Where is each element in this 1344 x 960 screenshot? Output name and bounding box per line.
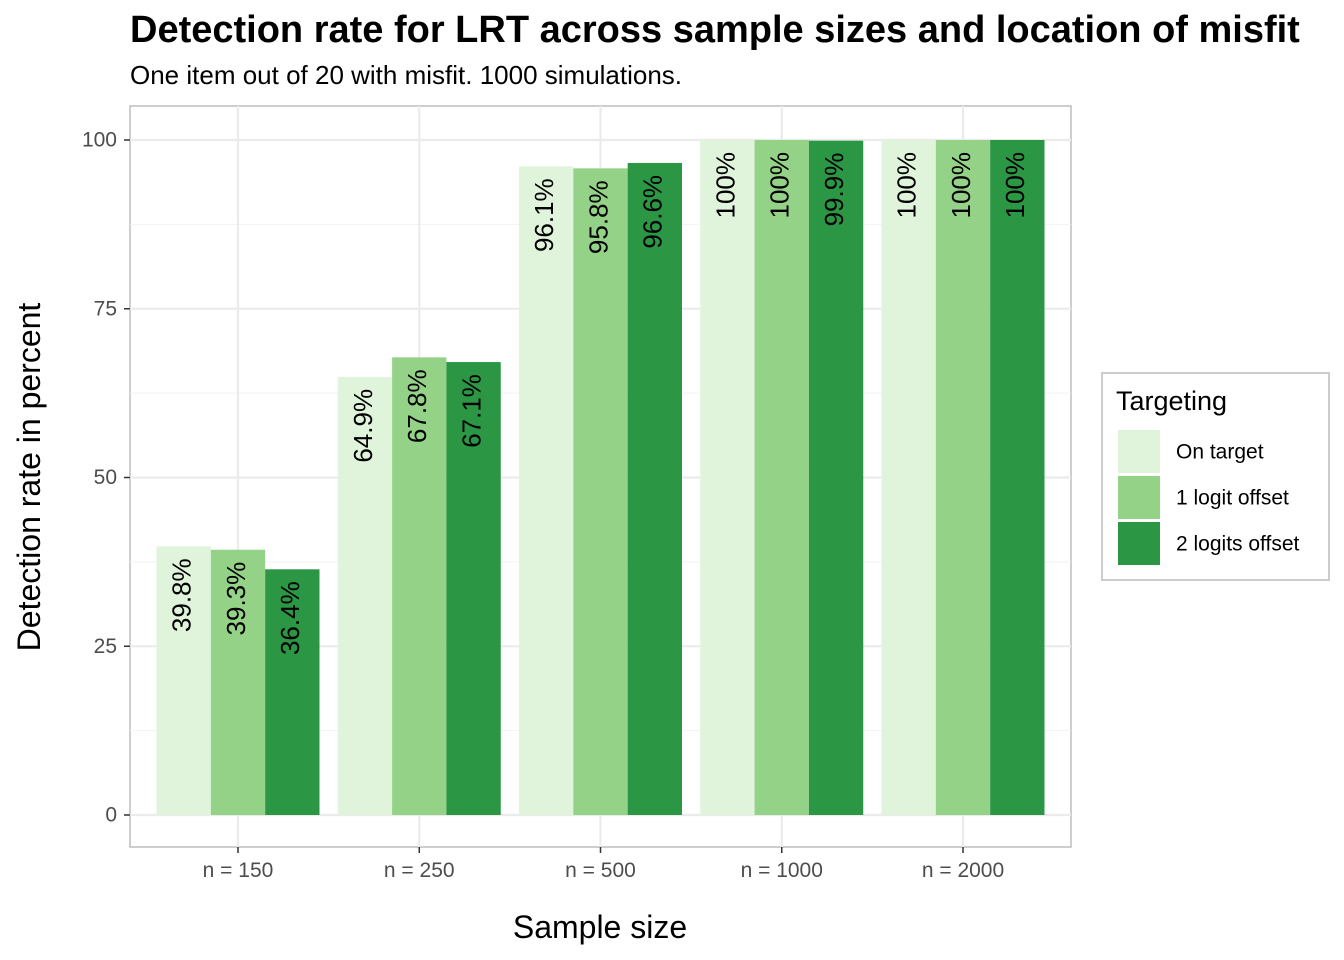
- x-axis-ticks: n = 150 n = 250 n = 500 n = 1000 n = 2000: [203, 847, 1004, 882]
- bar: [446, 362, 501, 815]
- bar: [337, 376, 393, 815]
- bar: [519, 166, 574, 815]
- legend-key: [1118, 430, 1160, 473]
- bar-data-label: 99.9%: [819, 153, 849, 227]
- chart-title: Detection rate for LRT across sample siz…: [130, 9, 1300, 51]
- bar-data-label: 64.9%: [348, 389, 378, 463]
- bar-data-label: 39.8%: [167, 558, 197, 632]
- bar: [627, 162, 682, 815]
- bar: [754, 140, 809, 815]
- bars: [156, 140, 1045, 816]
- chart-subtitle: One item out of 20 with misfit. 1000 sim…: [130, 60, 682, 90]
- bar-data-label: 100%: [710, 152, 740, 219]
- x-tick-label: n = 1000: [741, 859, 823, 882]
- x-axis-title: Sample size: [513, 909, 687, 945]
- bar: [210, 549, 266, 815]
- legend-title: Targeting: [1116, 386, 1227, 416]
- bar-data-label: 100%: [892, 152, 922, 219]
- bar: [700, 140, 755, 815]
- legend-label: 1 logit offset: [1176, 487, 1289, 510]
- legend-label: On target: [1176, 441, 1264, 464]
- bar-data-label: 95.8%: [583, 180, 613, 254]
- bar-data-label: 96.1%: [529, 178, 559, 252]
- y-tick-label: 25: [94, 635, 117, 658]
- x-tick-label: n = 2000: [922, 859, 1004, 882]
- bar-data-label: 96.6%: [638, 175, 668, 249]
- y-tick-label: 75: [94, 297, 117, 320]
- bar: [881, 140, 936, 815]
- y-tick-label: 50: [94, 466, 117, 489]
- legend-label: 2 logits offset: [1176, 533, 1300, 556]
- legend-items: On target 1 logit offset 2 logits offset: [1118, 430, 1300, 565]
- bar-data-label: 67.8%: [402, 369, 432, 443]
- bar-data-label: 67.1%: [456, 374, 486, 448]
- bar: [392, 357, 447, 815]
- bar: [935, 140, 991, 815]
- bar: [573, 168, 628, 816]
- y-axis-ticks: 0 25 50 75 100: [82, 129, 130, 827]
- bar-data-labels: 39.8% 39.3% 36.4% 64.9% 67.8% 67.1% 96.1% 95.8%…: [167, 152, 1031, 655]
- x-tick-label: n = 150: [203, 859, 274, 882]
- x-tick-label: n = 500: [565, 859, 636, 882]
- y-tick-label: 100: [82, 129, 117, 152]
- bar-data-label: 39.3%: [221, 562, 251, 636]
- y-tick-label: 0: [105, 804, 117, 827]
- bar-data-label: 100%: [765, 152, 795, 219]
- bar-data-label: 100%: [1000, 152, 1030, 219]
- bar: [156, 546, 211, 815]
- y-axis-title: Detection rate in percent: [11, 303, 47, 652]
- bar: [990, 140, 1045, 815]
- legend-key: [1118, 522, 1160, 565]
- bar: [808, 140, 864, 816]
- legend: Targeting On target 1 logit offset 2 logit…: [1101, 372, 1330, 581]
- bar: [265, 569, 320, 815]
- bar-data-label: 100%: [946, 152, 976, 219]
- legend-key: [1118, 476, 1160, 519]
- bar-data-label: 36.4%: [275, 581, 305, 655]
- x-tick-label: n = 250: [384, 859, 455, 882]
